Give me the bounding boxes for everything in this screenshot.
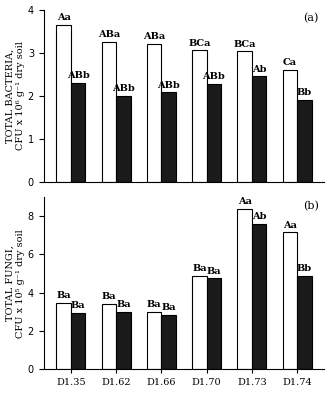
Bar (283, 232, 297, 369)
Text: ABb: ABb (203, 72, 225, 81)
Bar (207, 278, 221, 369)
Bar (56, 303, 71, 369)
Bar (297, 100, 312, 182)
Text: ABb: ABb (112, 84, 135, 93)
Text: ABb: ABb (67, 71, 89, 80)
Text: Ba: Ba (71, 301, 85, 310)
Bar (238, 209, 252, 369)
Bar (102, 304, 116, 369)
Y-axis label: TOTAL BACTERIA,
CFU x 10⁶ g⁻¹ dry soil: TOTAL BACTERIA, CFU x 10⁶ g⁻¹ dry soil (6, 41, 25, 150)
Text: (a): (a) (304, 13, 319, 23)
Text: Ab: Ab (252, 212, 266, 221)
Bar (297, 275, 312, 369)
Text: Ba: Ba (116, 300, 131, 309)
Bar (56, 25, 71, 182)
Text: ABb: ABb (157, 81, 180, 90)
Bar (161, 92, 176, 182)
Text: Aa: Aa (238, 196, 252, 206)
Bar (116, 96, 131, 182)
Bar (192, 275, 207, 369)
Text: Bb: Bb (297, 88, 312, 97)
Text: Aa: Aa (283, 220, 297, 230)
Text: BCa: BCa (233, 40, 256, 49)
Bar (207, 84, 221, 182)
Bar (238, 51, 252, 182)
Bar (71, 83, 85, 182)
Bar (252, 76, 266, 182)
Text: Ba: Ba (147, 300, 161, 309)
Text: (b): (b) (303, 200, 319, 211)
Bar (252, 224, 266, 369)
Text: Bb: Bb (297, 264, 312, 273)
Bar (147, 44, 161, 182)
Text: BCa: BCa (188, 39, 211, 48)
Text: ABa: ABa (143, 33, 165, 41)
Text: Ba: Ba (207, 266, 221, 275)
Text: Ba: Ba (192, 264, 207, 273)
Bar (102, 42, 116, 182)
Text: Ca: Ca (283, 58, 297, 67)
Bar (283, 70, 297, 182)
Y-axis label: TOTAL FUNGI,
CFU x 10⁵ g⁻¹ dry soil: TOTAL FUNGI, CFU x 10⁵ g⁻¹ dry soil (6, 229, 25, 338)
Bar (147, 312, 161, 369)
Bar (192, 50, 207, 182)
Text: Ab: Ab (252, 65, 266, 74)
Text: Aa: Aa (57, 13, 71, 22)
Text: ABa: ABa (98, 30, 120, 39)
Bar (161, 315, 176, 369)
Text: Ba: Ba (56, 292, 71, 301)
Text: Ba: Ba (161, 303, 176, 312)
Bar (116, 312, 131, 369)
Text: Ba: Ba (102, 292, 116, 301)
Bar (71, 313, 85, 369)
